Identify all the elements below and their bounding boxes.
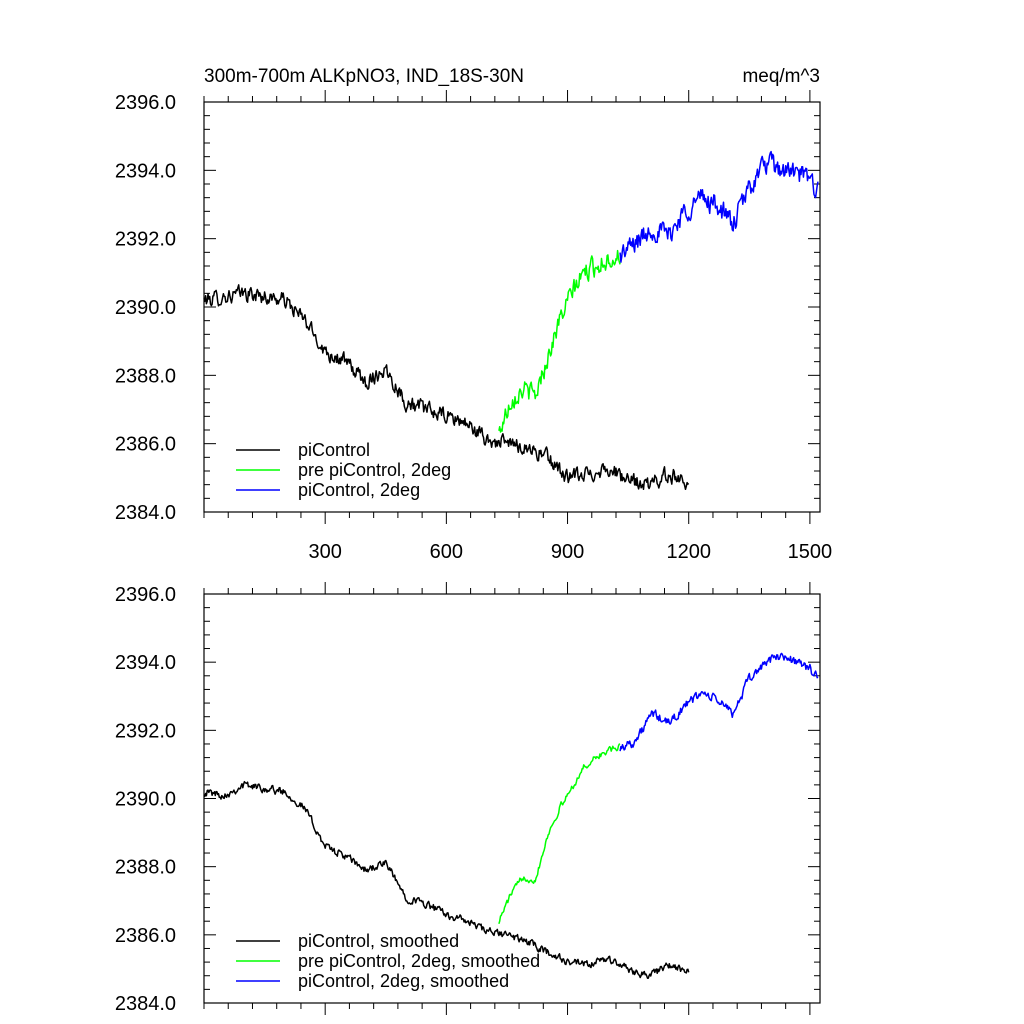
plot-frame — [203, 101, 821, 513]
units-label: meq/m^3 — [742, 66, 820, 87]
y-tick-label: 2388.0 — [115, 365, 176, 387]
legend-label: piControl, smoothed — [298, 931, 459, 951]
x-tick-label: 600 — [430, 541, 463, 563]
y-tick-label: 2392.0 — [115, 229, 176, 251]
y-tick-label: 2392.0 — [115, 720, 176, 742]
y-tick-label: 2394.0 — [115, 160, 176, 182]
y-tick-label: 2396.0 — [115, 584, 176, 606]
y-tick-label: 2386.0 — [115, 434, 176, 456]
legend-label: pre piControl, 2deg, smoothed — [298, 951, 540, 971]
y-tick-label: 2384.0 — [115, 993, 176, 1015]
y-tick-label: 2390.0 — [115, 789, 176, 811]
plot-frame — [203, 593, 821, 1004]
series-line — [203, 284, 690, 491]
legend-label: pre piControl, 2deg — [298, 460, 451, 480]
series-line — [498, 743, 621, 925]
legend-label: piControl, 2deg — [298, 480, 420, 500]
series-line — [619, 150, 819, 263]
y-tick-label: 2394.0 — [115, 652, 176, 674]
top-panel: 2384.0 2386.0 2388.0 2390.0 2392.0 2394.0 2396… — [115, 90, 832, 563]
legend-label: piControl — [298, 440, 370, 460]
x-tick-label: 1500 — [788, 541, 833, 563]
bottom-panel: 2384.0 2386.0 2388.0 2390.0 2392.0 2394.0 2396… — [115, 582, 821, 1015]
y-tick-label: 2390.0 — [115, 297, 176, 319]
y-tick-label: 2388.0 — [115, 857, 176, 879]
series-line — [203, 780, 690, 979]
x-tick-label: 900 — [551, 541, 584, 563]
x-tick-label: 300 — [308, 541, 341, 563]
legend-label: piControl, 2deg, smoothed — [298, 971, 509, 991]
y-tick-label: 2396.0 — [115, 92, 176, 114]
y-tick-label: 2386.0 — [115, 925, 176, 947]
y-tick-label: 2384.0 — [115, 502, 176, 524]
x-tick-label: 1200 — [666, 541, 711, 563]
chart-title: 300m-700m ALKpNO3, IND_18S-30N — [204, 66, 524, 87]
series-line — [619, 652, 819, 752]
series-line — [498, 249, 621, 433]
